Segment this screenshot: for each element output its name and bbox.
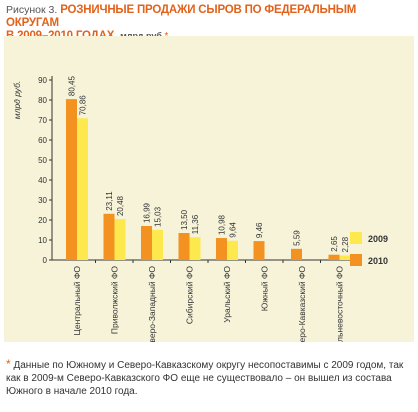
category-label: Сибирский ФО: [185, 266, 195, 325]
y-tick-label: 80: [38, 96, 47, 105]
data-label-2009: 20,48: [116, 195, 125, 216]
category-label: Дальневосточный ФО: [335, 266, 345, 342]
chart-title-line1: РОЗНИЧНЫЕ ПРОДАЖИ СЫРОВ ПО ФЕДЕРАЛЬНЫМ О…: [6, 4, 357, 29]
y-axis-title: млрд руб.: [12, 81, 22, 119]
category-label: Северо-Кавказский ФО: [297, 266, 307, 342]
y-tick-label: 60: [38, 136, 47, 145]
y-tick-label: 0: [43, 256, 48, 265]
footnote: * Данные по Южному и Северо-Кавказскому …: [6, 358, 412, 398]
legend-swatch-2009: [350, 232, 362, 244]
bar-2009: [114, 219, 126, 260]
data-label-2009: 9,64: [229, 222, 238, 238]
data-label-2010: 80,45: [68, 76, 77, 97]
data-label-2010: 13,50: [180, 209, 189, 230]
figure-label: Рисунок 3.: [6, 4, 58, 16]
bar-2009: [152, 229, 163, 260]
y-tick-label: 70: [38, 116, 47, 125]
chart-panel: 0 10 20 30 40 50 60 70 80 90 млрд руб. 80,45 70,86 Це…: [4, 36, 414, 342]
bar-2010: [291, 248, 302, 260]
bar-2010: [141, 226, 152, 260]
y-tick-label: 40: [38, 176, 47, 185]
category-label: Уральский ФО: [222, 266, 232, 323]
data-label-2009: 11,36: [191, 214, 200, 234]
legend-swatch-2010: [350, 254, 362, 266]
category-label: Центральный ФО: [72, 266, 82, 336]
legend-label-2009: 2009: [368, 234, 388, 244]
category-label: Приволжский ФО: [110, 266, 120, 334]
data-label-2010: 5,59: [293, 230, 302, 246]
bar-2010: [216, 238, 227, 260]
data-label-2010: 10,98: [218, 214, 227, 235]
y-tick-label: 20: [38, 216, 47, 225]
bar-2010: [328, 254, 340, 260]
category-label: Южный ФО: [260, 266, 270, 312]
bar-2010: [103, 213, 115, 260]
category-label: Северо-Западный ФО: [147, 266, 157, 342]
y-tick-label: 50: [38, 156, 47, 165]
data-label-2009: 70,86: [79, 95, 88, 116]
data-label-2010: 9,46: [255, 222, 264, 238]
bar-2009: [189, 237, 201, 260]
bar-2009: [77, 118, 88, 260]
footnote-text: Данные по Южному и Северо-Кавказскому ок…: [6, 360, 404, 397]
data-label-2010: 2,65: [330, 236, 339, 252]
y-tick-label: 30: [38, 196, 47, 205]
data-label-2010: 16,99: [143, 202, 152, 223]
y-tick-label: 10: [38, 236, 47, 245]
data-label-2009: 15,03: [154, 206, 163, 227]
bar-2010: [66, 99, 77, 260]
bar-2010: [178, 233, 190, 260]
y-tick-label: 90: [38, 76, 47, 85]
footnote-asterisk: *: [6, 357, 11, 371]
bar-2009: [227, 240, 238, 260]
bar-2010: [253, 241, 265, 260]
bar-2009: [339, 255, 351, 260]
data-label-2009: 2,28: [341, 236, 350, 252]
data-label-2010: 23,11: [105, 191, 114, 211]
legend-label-2010: 2010: [368, 256, 388, 266]
